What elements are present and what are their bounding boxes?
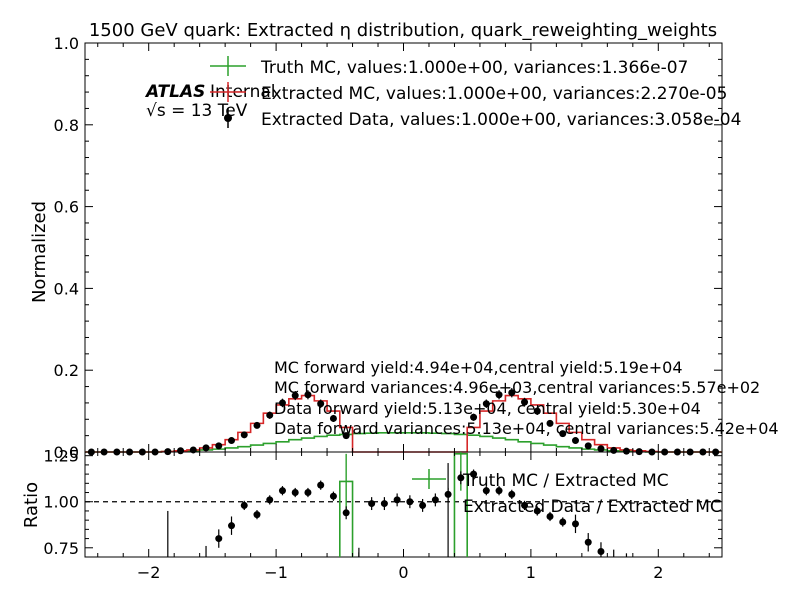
ratio-data-point [419, 501, 427, 509]
ratio-data-point [240, 501, 248, 509]
main-y-axis-label: Normalized [29, 201, 50, 303]
annotation-mc-variances: MC forward variances:4.96e+03,central va… [274, 378, 760, 397]
ratio-data-point [266, 496, 274, 504]
annotation-data-yield: Data forward yield:5.13e+04, central yie… [274, 399, 701, 418]
data-point [622, 447, 630, 455]
data-point [278, 399, 286, 407]
ratio-data-point [329, 492, 337, 500]
x-tick-label: −1 [264, 563, 288, 582]
ratio-data-point [253, 511, 261, 519]
data-point [177, 447, 185, 455]
data-point [533, 407, 541, 415]
data-point [329, 414, 337, 422]
ratio-data-point [597, 547, 605, 555]
ratio-data-point [215, 535, 223, 543]
legend-extracted-data-symbol [224, 114, 232, 122]
main-y-ticks: 0.0 0.2 0.4 0.6 0.8 1.0 [54, 34, 722, 462]
data-point [291, 392, 299, 400]
ratio-data-point [317, 481, 325, 489]
data-point [546, 419, 554, 427]
data-point [584, 442, 592, 450]
ratio-y-ticks: 0.75 1.00 1.25 [43, 447, 722, 558]
x-tick-label: 2 [653, 563, 663, 582]
data-point [597, 445, 605, 453]
ratio-data-point [470, 470, 478, 478]
main-y-tick-label: 0.8 [54, 116, 79, 135]
ratio-plot-content [85, 452, 722, 557]
main-legend: Truth MC, values:1.000e+00, variances:1.… [210, 56, 741, 130]
ratio-data-point [521, 501, 529, 509]
data-point [482, 400, 490, 408]
chart-title: 1500 GeV quark: Extracted η distribution… [89, 20, 717, 41]
ratio-data-point [393, 496, 401, 504]
data-point [317, 400, 325, 408]
ratio-data-point [482, 487, 490, 495]
ratio-y-tick-label: 0.75 [43, 539, 79, 558]
ratio-data-point [406, 498, 414, 506]
main-y-tick-label: 0.4 [54, 279, 79, 298]
annotation-data-variances: Data forward variances:5.13e+04, central… [274, 419, 779, 438]
ratio-data-point [495, 487, 503, 495]
data-point [253, 421, 261, 429]
data-point [240, 431, 248, 439]
ratio-legend-truth-label: Truth MC / Extracted MC [462, 471, 669, 491]
ratio-data-point [571, 520, 579, 528]
annotation-mc-yield: MC forward yield:4.94e+04,central yield:… [274, 358, 683, 377]
energy-label: √s = 13 TeV [146, 101, 248, 121]
data-point [266, 411, 274, 419]
ratio-data-point [559, 518, 567, 526]
data-point [304, 391, 312, 399]
main-y-tick-label: 1.0 [54, 34, 79, 53]
data-point [521, 398, 529, 406]
x-tick-label: 1 [526, 563, 536, 582]
ratio-data-point [508, 490, 516, 498]
ratio-data-point [431, 496, 439, 504]
ratio-legend: Truth MC / Extracted MC Extracted Data /… [412, 469, 722, 517]
data-point [470, 413, 478, 421]
ratio-legend-data-label: Extracted Data / Extracted MC [463, 497, 722, 517]
data-point [571, 437, 579, 445]
legend-extracted-data-label: Extracted Data, values:1.000e+00, varian… [261, 110, 741, 130]
ratio-data-point [380, 500, 388, 508]
main-y-tick-label: 0.0 [54, 443, 79, 462]
legend-extracted-mc-label: Extracted MC, values:1.000e+00, variance… [261, 84, 727, 104]
ratio-data-point [278, 487, 286, 495]
legend-truth-mc-label: Truth MC, values:1.000e+00, variances:1.… [260, 58, 688, 78]
data-point [508, 389, 516, 397]
ratio-data-point [584, 538, 592, 546]
main-y-tick-label: 0.2 [54, 361, 79, 380]
x-ticks: −2 −1 0 1 2 [97, 43, 710, 582]
ratio-data-point [533, 507, 541, 515]
x-tick-label: −2 [137, 563, 161, 582]
x-tick-label: 0 [398, 563, 408, 582]
data-point [610, 446, 618, 454]
atlas-label: ATLAS [144, 82, 205, 102]
truth-mc-histogram [85, 431, 722, 453]
data-point [202, 444, 210, 452]
data-point [228, 437, 236, 445]
data-point [495, 391, 503, 399]
ratio-y-tick-label: 1.25 [43, 447, 79, 466]
ratio-data-point [368, 500, 376, 508]
ratio-data-point [228, 522, 236, 530]
data-point [215, 442, 223, 450]
ratio-data-point [457, 474, 465, 482]
main-y-tick-label: 0.6 [54, 198, 79, 217]
ratio-data-point [546, 512, 554, 520]
ratio-data-point [304, 489, 312, 497]
ratio-y-axis-label: Ratio [21, 482, 42, 528]
data-point [559, 430, 567, 438]
ratio-data-point [342, 509, 350, 517]
ratio-data-point [291, 489, 299, 497]
ratio-y-tick-label: 1.00 [43, 493, 79, 512]
data-point [342, 432, 350, 440]
